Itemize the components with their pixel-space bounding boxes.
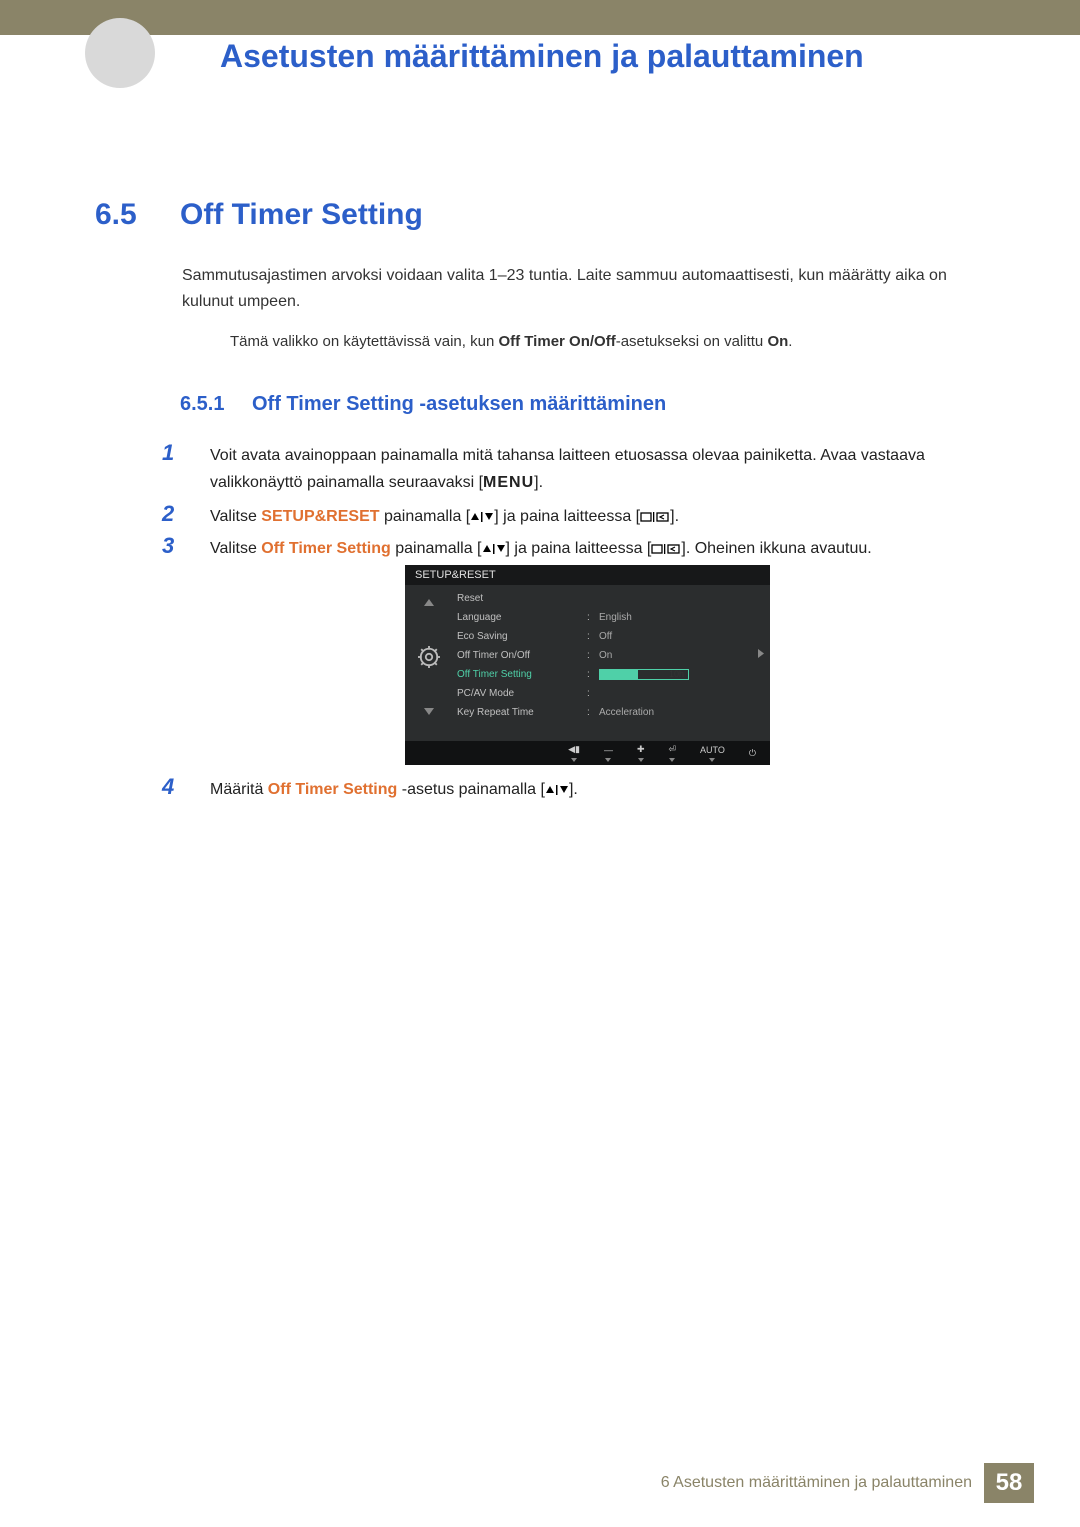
osd-value: English	[599, 612, 632, 623]
osd-nav-back: ◀▮	[568, 744, 580, 762]
step-4-text: Määritä Off Timer Setting -asetus painam…	[210, 776, 990, 803]
footer: 6 Asetusten määrittäminen ja palauttamin…	[661, 1463, 1034, 1503]
osd-label: Off Timer On/Off	[457, 650, 587, 661]
note-line: Tämä valikko on käytettävissä vain, kun …	[230, 333, 950, 350]
osd-label: Language	[457, 612, 587, 623]
step-3-highlight: Off Timer Setting	[261, 540, 391, 557]
osd-nav-enter: ⏎	[668, 744, 676, 762]
section-title: Off Timer Setting	[180, 198, 423, 232]
step-1-pre: Voit avata avainoppaan painamalla mitä t…	[210, 447, 925, 491]
osd-label: Reset	[457, 593, 587, 604]
osd-nav-plus: ✚	[637, 744, 645, 762]
step-1: 1 Voit avata avainoppaan painamalla mitä…	[185, 442, 990, 496]
step-2-mid2: ] ja paina laitteessa [	[494, 508, 640, 525]
down-triangle-icon	[424, 708, 434, 715]
step-2-highlight: SETUP&RESET	[261, 508, 379, 525]
step-3: 3 Valitse Off Timer Setting painamalla […	[185, 535, 990, 562]
slider-fill	[600, 670, 638, 679]
osd-colon: :	[587, 688, 599, 699]
up-down-icon	[482, 543, 506, 555]
osd-value: Acceleration	[599, 707, 654, 718]
chapter-title: Asetusten määrittäminen ja palauttaminen	[220, 38, 864, 75]
up-down-icon	[470, 511, 494, 523]
note-pre: Tämä valikko on käytettävissä vain, kun	[230, 333, 498, 350]
osd-label: Key Repeat Time	[457, 707, 587, 718]
osd-slider: 10h	[599, 669, 689, 680]
step-2-mid1: painamalla [	[380, 508, 471, 525]
gear-icon	[418, 646, 440, 668]
right-triangle-icon	[758, 649, 764, 658]
step-4-post: ].	[569, 781, 578, 798]
step-1-text: Voit avata avainoppaan painamalla mitä t…	[210, 442, 990, 496]
footer-page-number: 58	[984, 1463, 1034, 1503]
intro-paragraph: Sammutusajastimen arvoksi voidaan valita…	[182, 263, 962, 314]
subsection-number: 6.5.1	[180, 393, 224, 416]
step-3-post: ]. Oheinen ikkuna avautuu.	[681, 540, 871, 557]
osd-row-offtimer-setting: Off Timer Setting : 10h	[453, 665, 752, 684]
step-4-highlight: Off Timer Setting	[268, 781, 398, 798]
osd-colon: :	[587, 650, 599, 661]
osd-colon: :	[587, 707, 599, 718]
source-enter-icon	[651, 543, 681, 555]
osd-value: On	[599, 650, 612, 661]
section-number: 6.5	[95, 198, 137, 232]
osd-list: Reset Language : English Eco Saving : Of…	[453, 585, 752, 722]
up-triangle-icon	[424, 599, 434, 606]
step-1-number: 1	[162, 440, 174, 466]
osd-row-language: Language : English	[453, 608, 752, 627]
osd-title: SETUP&RESET	[405, 565, 770, 585]
header-bar	[0, 0, 1080, 35]
footer-text: 6 Asetusten määrittäminen ja palauttamin…	[661, 1474, 972, 1492]
osd-row-pcav: PC/AV Mode :	[453, 684, 752, 703]
step-4-mid1: -asetus painamalla [	[397, 781, 545, 798]
step-4: 4 Määritä Off Timer Setting -asetus pain…	[185, 776, 990, 803]
osd-row-offtimer-onoff: Off Timer On/Off : On	[453, 646, 752, 665]
osd-colon: :	[587, 612, 599, 623]
osd-left-column	[405, 585, 453, 722]
subsection-title: Off Timer Setting -asetuksen määrittämin…	[252, 393, 666, 416]
osd-bottom-bar: ◀▮ — ✚ ⏎ AUTO ⏻	[405, 741, 770, 765]
osd-row-reset: Reset	[453, 589, 752, 608]
note-mid: -asetukseksi on valittu	[616, 333, 768, 350]
osd-label-selected: Off Timer Setting	[457, 669, 587, 680]
chapter-circle	[85, 18, 155, 88]
slider-value: 10h	[669, 669, 684, 679]
menu-label: MENU	[483, 474, 534, 491]
step-4-pre: Määritä	[210, 781, 268, 798]
osd-nav-minus: —	[604, 745, 613, 762]
osd-menu: SETUP&RESET Reset Language : English Eco…	[405, 565, 770, 765]
step-3-mid1: painamalla [	[391, 540, 482, 557]
step-1-post: ].	[534, 474, 543, 491]
note-bold-1: Off Timer On/Off	[498, 333, 615, 350]
note-post: .	[788, 333, 792, 350]
note-bold-2: On	[767, 333, 788, 350]
osd-right-arrow	[752, 585, 770, 722]
step-3-mid2: ] ja paina laitteessa [	[506, 540, 652, 557]
osd-label: PC/AV Mode	[457, 688, 587, 699]
source-enter-icon	[640, 511, 670, 523]
step-3-pre: Valitse	[210, 540, 261, 557]
step-2-post: ].	[670, 508, 679, 525]
step-3-text: Valitse Off Timer Setting painamalla [ ] …	[210, 535, 990, 562]
osd-nav-auto: AUTO	[700, 745, 725, 762]
step-2-number: 2	[162, 501, 174, 527]
step-2-text: Valitse SETUP&RESET painamalla [ ] ja pai…	[210, 503, 990, 530]
slider-track: 10h	[599, 669, 689, 680]
osd-nav-power: ⏻	[749, 748, 756, 759]
osd-colon: :	[587, 669, 599, 680]
up-down-icon	[545, 784, 569, 796]
osd-colon: :	[587, 631, 599, 642]
step-2: 2 Valitse SETUP&RESET painamalla [] ja p…	[185, 503, 990, 530]
step-3-number: 3	[162, 533, 174, 559]
step-4-number: 4	[162, 774, 174, 800]
osd-row-eco: Eco Saving : Off	[453, 627, 752, 646]
osd-row-keyrepeat: Key Repeat Time : Acceleration	[453, 703, 752, 722]
osd-value: Off	[599, 631, 612, 642]
step-2-pre: Valitse	[210, 508, 261, 525]
osd-label: Eco Saving	[457, 631, 587, 642]
